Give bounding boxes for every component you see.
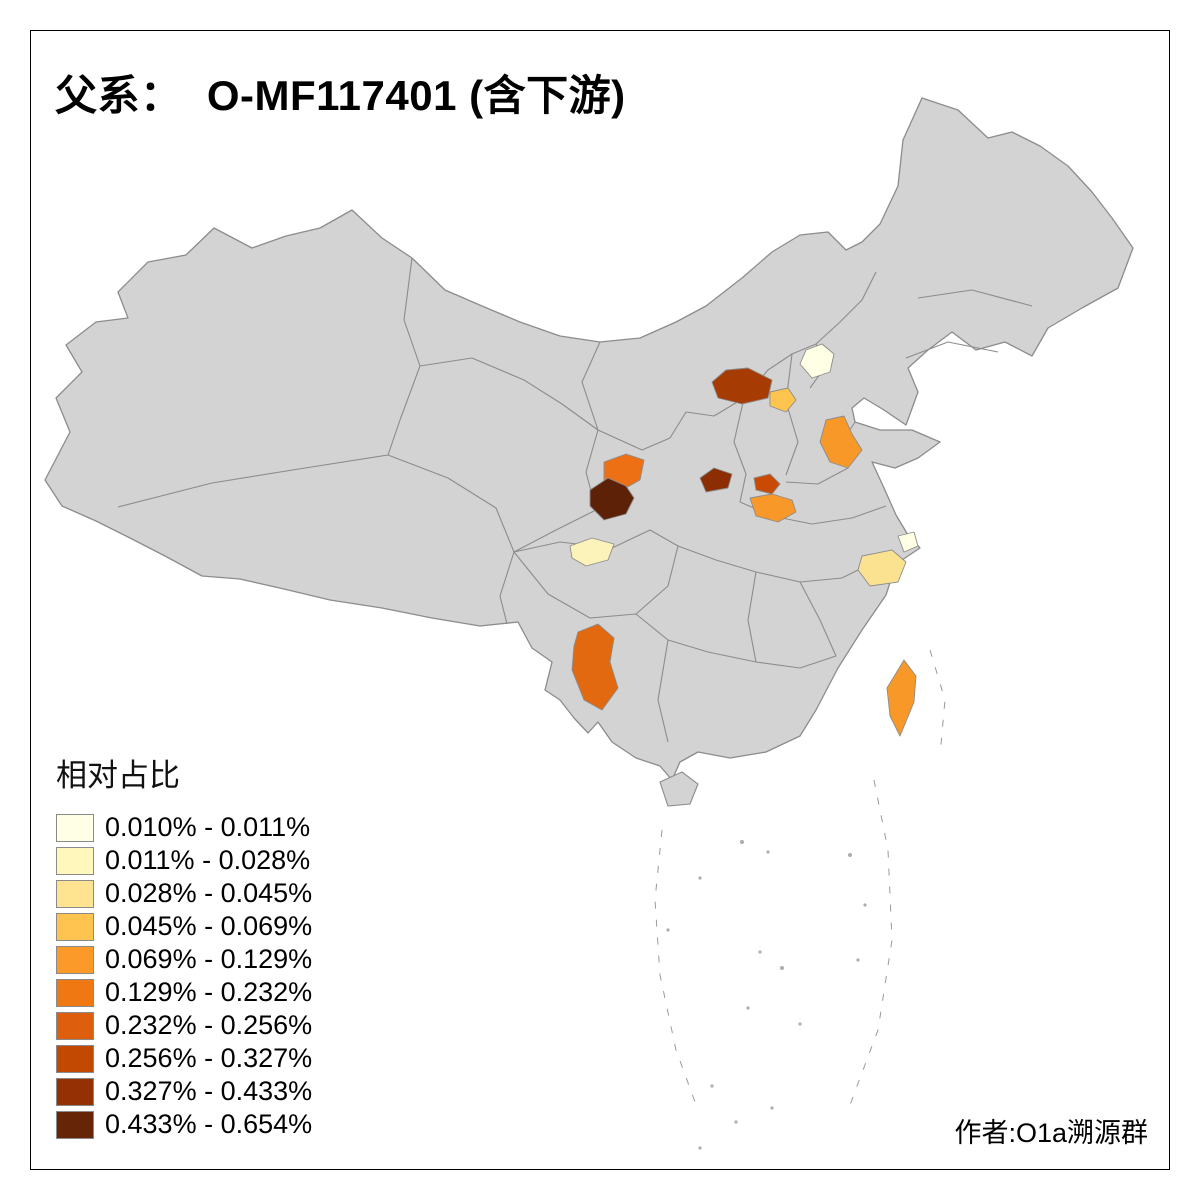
region-chengdu-area [569,537,615,567]
region-yunnan-central [571,623,619,711]
legend-swatch [56,912,94,941]
legend: 相对占比 0.010% - 0.011% 0.011% - 0.028% 0.0… [56,750,312,1141]
region-shanghai-area [897,531,919,553]
legend-swatch [56,879,94,908]
legend-title: 相对占比 [56,758,180,793]
legend-item: 0.256% - 0.327% [56,1042,312,1075]
region-gansu-south-dark [589,477,635,521]
legend-item: 0.129% - 0.232% [56,976,312,1009]
legend-label: 0.129% - 0.232% [105,977,313,1007]
figure-border [30,30,1170,1170]
legend-swatch [56,846,94,875]
region-shanxi-north [711,367,773,405]
legend-label: 0.045% - 0.069% [105,911,313,941]
legend-item: 0.010% - 0.011% [56,811,312,844]
legend-label: 0.232% - 0.256% [105,1010,313,1040]
legend-item: 0.028% - 0.045% [56,877,312,910]
region-beijing-area [799,343,835,379]
legend-swatch [56,945,94,974]
hainan-island [659,771,699,807]
legend-item: 0.045% - 0.069% [56,910,312,943]
legend-label: 0.028% - 0.045% [105,878,313,908]
legend-item: 0.327% - 0.433% [56,1075,312,1108]
legend-label: 0.433% - 0.654% [105,1109,313,1139]
attribution-text: 作者:O1a溯源群 [954,1118,1148,1148]
legend-item: 0.011% - 0.028% [56,844,312,877]
legend-swatch [56,978,94,1007]
legend-label: 0.256% - 0.327% [105,1043,313,1073]
south-china-sea-islets [666,840,867,1150]
region-henan-west [699,467,733,493]
region-shandong-west [819,415,863,469]
legend-item: 0.433% - 0.654% [56,1108,312,1141]
legend-swatch [56,813,94,842]
legend-swatch [56,1077,94,1106]
region-henan-central [753,473,781,495]
legend-label: 0.069% - 0.129% [105,944,313,974]
region-zhejiang-north [857,549,907,587]
region-henan-south [749,493,797,523]
region-hebei-small [769,387,797,413]
south-china-sea-dash-line [654,649,946,1111]
china-mainland [44,97,1134,781]
legend-swatch [56,1110,94,1139]
legend-item: 0.232% - 0.256% [56,1009,312,1042]
legend-item: 0.069% - 0.129% [56,943,312,976]
figure-title: 父系： O-MF117401 (含下游) [55,72,626,119]
legend-swatch [56,1044,94,1073]
legend-label: 0.010% - 0.011% [105,812,311,842]
highlighted-regions [569,343,919,737]
legend-swatch [56,1011,94,1040]
region-taiwan [886,659,917,737]
legend-label: 0.011% - 0.028% [105,845,311,875]
legend-label: 0.327% - 0.433% [105,1076,313,1106]
